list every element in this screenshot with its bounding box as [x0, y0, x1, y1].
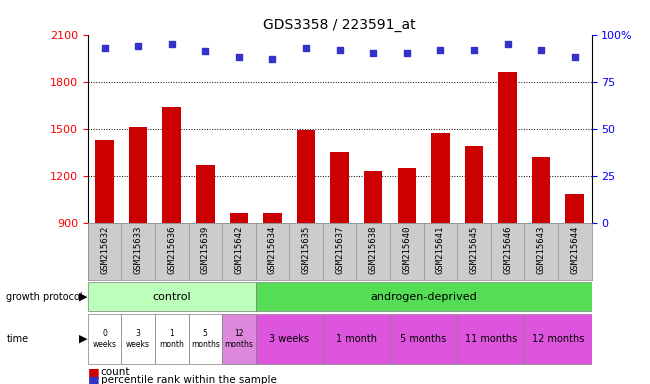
Text: 12
months: 12 months: [224, 329, 254, 349]
Text: GSM215639: GSM215639: [201, 226, 210, 274]
Point: [234, 54, 244, 60]
Text: 11 months: 11 months: [465, 334, 517, 344]
Point: [469, 46, 479, 53]
FancyBboxPatch shape: [188, 314, 222, 364]
Point: [99, 45, 110, 51]
Bar: [229, 214, 248, 223]
Bar: [499, 72, 517, 223]
FancyBboxPatch shape: [122, 314, 155, 364]
FancyBboxPatch shape: [88, 282, 255, 311]
Point: [536, 46, 546, 53]
Text: 1 month: 1 month: [336, 334, 377, 344]
Text: 3 weeks: 3 weeks: [269, 334, 309, 344]
FancyBboxPatch shape: [255, 282, 592, 311]
Text: ▶: ▶: [79, 291, 88, 302]
Point: [334, 46, 345, 53]
Bar: [431, 133, 450, 223]
Text: control: control: [152, 291, 191, 302]
Text: count: count: [101, 367, 130, 377]
Text: 1
month: 1 month: [159, 329, 184, 349]
FancyBboxPatch shape: [222, 314, 255, 364]
Text: GSM215633: GSM215633: [134, 226, 142, 274]
Point: [569, 54, 580, 60]
Text: GSM215634: GSM215634: [268, 226, 277, 274]
Text: ▶: ▶: [79, 334, 88, 344]
Point: [133, 43, 143, 49]
Bar: [129, 127, 148, 223]
Bar: [330, 152, 349, 223]
Text: GSM215635: GSM215635: [302, 226, 311, 274]
FancyBboxPatch shape: [255, 314, 323, 364]
Text: GSM215632: GSM215632: [100, 226, 109, 274]
Bar: [196, 165, 214, 223]
Text: ■: ■: [88, 374, 99, 384]
FancyBboxPatch shape: [155, 314, 188, 364]
FancyBboxPatch shape: [525, 314, 592, 364]
Text: time: time: [6, 334, 29, 344]
Title: GDS3358 / 223591_at: GDS3358 / 223591_at: [263, 18, 416, 32]
Text: 0
weeks: 0 weeks: [92, 329, 116, 349]
Text: GSM215636: GSM215636: [167, 226, 176, 274]
Text: GSM215643: GSM215643: [537, 226, 545, 274]
Point: [402, 50, 412, 56]
Point: [502, 41, 513, 47]
Text: GSM215640: GSM215640: [402, 226, 411, 274]
Point: [301, 45, 311, 51]
Point: [267, 56, 278, 62]
Bar: [566, 194, 584, 223]
Bar: [465, 146, 483, 223]
Bar: [532, 157, 551, 223]
Point: [436, 46, 446, 53]
Point: [200, 48, 211, 55]
Text: percentile rank within the sample: percentile rank within the sample: [101, 375, 277, 384]
Text: 3
weeks: 3 weeks: [126, 329, 150, 349]
Text: 5 months: 5 months: [400, 334, 447, 344]
Text: growth protocol: growth protocol: [6, 291, 83, 302]
Text: ■: ■: [88, 366, 99, 379]
Point: [166, 41, 177, 47]
Text: 5
months: 5 months: [191, 329, 220, 349]
FancyBboxPatch shape: [88, 314, 122, 364]
Text: GSM215646: GSM215646: [503, 226, 512, 274]
Bar: [364, 171, 382, 223]
Bar: [263, 214, 281, 223]
Text: androgen-deprived: androgen-deprived: [370, 291, 477, 302]
Bar: [96, 140, 114, 223]
Bar: [398, 168, 416, 223]
FancyBboxPatch shape: [390, 314, 457, 364]
Text: GSM215638: GSM215638: [369, 226, 378, 274]
FancyBboxPatch shape: [323, 314, 390, 364]
FancyBboxPatch shape: [457, 314, 525, 364]
Bar: [297, 130, 315, 223]
Text: GSM215642: GSM215642: [235, 226, 243, 274]
Bar: [162, 107, 181, 223]
Text: GSM215641: GSM215641: [436, 226, 445, 274]
Point: [368, 50, 378, 56]
Text: GSM215637: GSM215637: [335, 226, 344, 274]
Text: GSM215644: GSM215644: [570, 226, 579, 274]
Text: 12 months: 12 months: [532, 334, 584, 344]
Text: GSM215645: GSM215645: [469, 226, 478, 274]
